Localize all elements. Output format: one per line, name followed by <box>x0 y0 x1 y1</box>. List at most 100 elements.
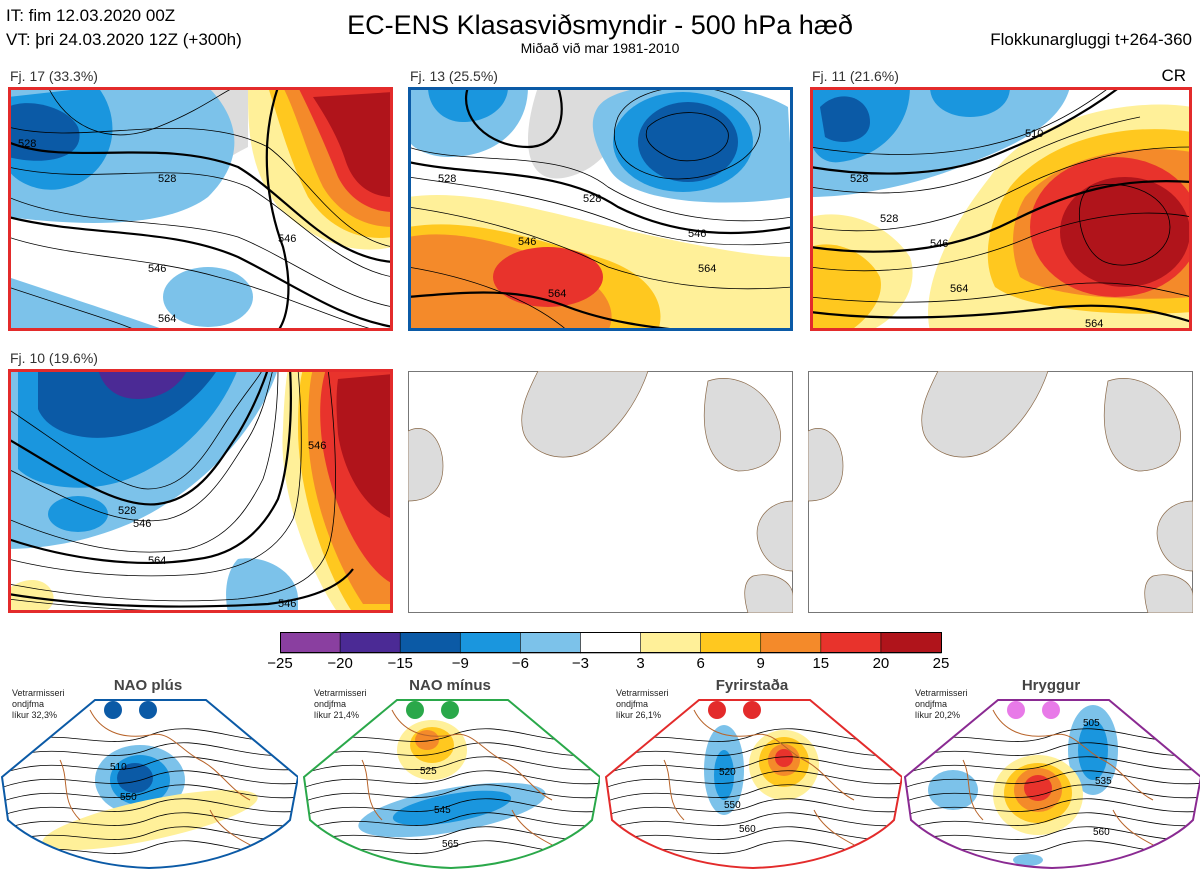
page-subtitle: Miðað við mar 1981-2010 <box>520 40 680 56</box>
panel-2-label: Fj. 13 (25.5%) <box>410 68 498 84</box>
colorbar <box>280 632 942 654</box>
contour-label: 550 <box>724 800 741 811</box>
regime-marker-dot <box>743 701 761 719</box>
regime-marker-dot <box>406 701 424 719</box>
page-title: EC-ENS Klasasviðsmyndir - 500 hPa hæð <box>347 10 853 40</box>
contour-label: 546 <box>930 238 948 250</box>
regime-marker-dot <box>441 701 459 719</box>
colorbar-tick-label: 6 <box>696 655 705 672</box>
contour-label: 546 <box>688 228 706 240</box>
initial-time: IT: fim 12.03.2020 00Z <box>6 6 176 25</box>
contour-label: 546 <box>308 440 326 452</box>
regime-note-line: Vetrarmisseri <box>12 688 65 698</box>
contour-label: 560 <box>1093 827 1110 838</box>
contour-label: 528 <box>118 505 136 517</box>
contour-label: 528 <box>583 193 601 205</box>
colorbar-tick-label: 3 <box>636 655 645 672</box>
regime-name: Hryggur <box>1021 677 1081 694</box>
contour-label: 546 <box>148 263 166 275</box>
contour-label: 546 <box>133 518 151 530</box>
contour-label: 545 <box>434 805 451 816</box>
panel-4-label: Fj. 10 (19.6%) <box>10 350 98 366</box>
colorbar-swatch <box>339 632 401 654</box>
regime-name: NAO plús <box>113 677 183 694</box>
contour-label: 528 <box>158 173 176 185</box>
contour-label: 528 <box>438 173 456 185</box>
regime-note-line: Vetrarmisseri <box>314 688 367 698</box>
colorbar-swatch <box>399 632 461 654</box>
colorbar-swatch <box>700 632 762 654</box>
regime-note: Vetrarmisseri ondjfma líkur 20,2% <box>915 688 968 721</box>
colorbar-swatch <box>580 632 642 654</box>
regime-name: Fyrirstaða <box>715 677 789 694</box>
empty-map-5 <box>408 371 793 613</box>
contour-label: 505 <box>1083 718 1100 729</box>
regime-map: 520 550 560 <box>604 699 902 870</box>
regime-marker-dot <box>139 701 157 719</box>
regime-note-line: Vetrarmisseri <box>915 688 968 698</box>
panel-1-label: Fj. 17 (33.3%) <box>10 68 98 84</box>
colorbar-tick-label: −6 <box>511 655 529 672</box>
panel-3-label: Fj. 11 (21.6%) <box>812 68 899 84</box>
classification-window: Flokkunargluggi t+264-360 <box>990 30 1192 49</box>
contour-label: 528 <box>850 173 868 185</box>
regime-map: 510 550 <box>0 699 298 870</box>
colorbar-swatch <box>280 632 341 654</box>
colorbar-tick-label: −15 <box>387 655 413 672</box>
contour-label: 546 <box>518 236 536 248</box>
colorbar-swatch <box>820 632 882 654</box>
colorbar-tick-label: 25 <box>932 655 950 672</box>
contour-label: 528 <box>880 213 898 225</box>
contour-label: 520 <box>719 767 736 778</box>
contour-label: 564 <box>1085 318 1103 330</box>
contour-label: 525 <box>420 766 437 777</box>
regime-note: Vetrarmisseri ondjfma líkur 26,1% <box>616 688 669 721</box>
empty-map-6 <box>808 371 1193 613</box>
contour-label: 564 <box>158 313 176 325</box>
colorbar-tick-label: 9 <box>756 655 765 672</box>
regime-note-line: Vetrarmisseri <box>616 688 669 698</box>
contour-label: 535 <box>1095 776 1112 787</box>
cluster-map-4: 528 546 546 564 546 <box>8 369 393 613</box>
colorbar-swatch <box>520 632 582 654</box>
contour-label: 510 <box>110 762 127 773</box>
colorbar-swatch <box>459 632 521 654</box>
regime-note-line: ondjfma <box>616 699 649 709</box>
colorbar-tick-label: 20 <box>872 655 890 672</box>
regime-note: Vetrarmisseri ondjfma líkur 32,3% <box>12 688 65 721</box>
regime-marker-dot <box>1007 701 1025 719</box>
cluster-map-2: 528 528 546 546 564 564 <box>408 87 793 331</box>
contour-label: 546 <box>278 233 296 245</box>
regime-note-line: ondjfma <box>915 699 948 709</box>
contour-label: 510 <box>1025 128 1043 140</box>
contour-label: 564 <box>950 283 968 295</box>
contour-label: 564 <box>148 555 166 567</box>
regime-marker-dot <box>104 701 122 719</box>
regime-note-line: líkur 26,1% <box>616 710 662 720</box>
cr-tag: CR <box>1161 66 1186 85</box>
contour-label: 550 <box>120 792 137 803</box>
contour-label: 564 <box>548 288 566 300</box>
colorbar-swatch <box>760 632 822 654</box>
colorbar-tick-label: 15 <box>812 655 830 672</box>
run-info: IT: fim 12.03.2020 00Z VT: þri 24.03.202… <box>6 4 242 52</box>
cluster-map-1: 528 528 546 546 564 <box>8 87 393 331</box>
colorbar-tick-label: −20 <box>327 655 353 672</box>
colorbar-swatch <box>880 632 942 654</box>
contour-label: 546 <box>278 598 296 610</box>
regime-note: Vetrarmisseri ondjfma líkur 21,4% <box>314 688 367 721</box>
cluster-map-3: 510 528 528 546 564 564 <box>810 87 1192 331</box>
regime-marker-dot <box>708 701 726 719</box>
colorbar-tick-label: −3 <box>571 655 590 672</box>
regime-note-line: líkur 32,3% <box>12 710 58 720</box>
regime-marker-dot <box>1042 701 1060 719</box>
regime-name: NAO mínus <box>409 677 491 694</box>
regime-note-line: líkur 21,4% <box>314 710 360 720</box>
contour-label: 560 <box>739 824 756 835</box>
regime-note-line: ondjfma <box>314 699 347 709</box>
regime-map: 525 545 565 <box>302 699 600 870</box>
regime-map: 505 535 560 <box>903 699 1200 870</box>
regime-note-line: ondjfma <box>12 699 45 709</box>
valid-time: VT: þri 24.03.2020 12Z (+300h) <box>6 30 242 49</box>
regime-note-line: líkur 20,2% <box>915 710 961 720</box>
